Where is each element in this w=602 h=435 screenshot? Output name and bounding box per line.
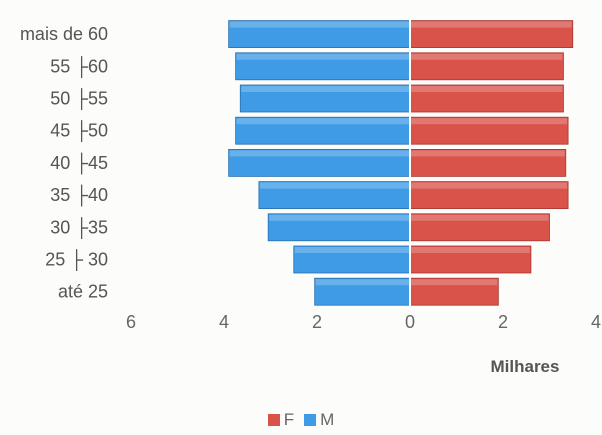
bar-f-highlight-0 (411, 21, 572, 28)
bar-f-5 (409, 181, 569, 210)
category-label: 45 ├50 (50, 120, 108, 143)
category-label: 35 ├40 (50, 184, 108, 207)
bar-m-highlight-1 (236, 53, 409, 60)
bar-f-highlight-4 (411, 150, 565, 157)
legend-swatch-f (267, 414, 280, 426)
bar-m-highlight-6 (269, 214, 409, 221)
bar-m-4 (228, 148, 411, 177)
x-axis-title: Milhares (491, 357, 560, 376)
bar-m-8 (314, 277, 411, 306)
legend-label-m: M (320, 410, 335, 429)
category-label: 25 ├ 30 (45, 249, 108, 272)
x-tick-label: 4 (591, 312, 601, 332)
legend-swatch-m (304, 414, 317, 426)
bar-f-highlight-7 (411, 247, 530, 253)
bars-group (228, 20, 574, 306)
bar-m-highlight-8 (315, 279, 409, 286)
x-axis-ticks: 6 4 2 0 2 4 (126, 312, 601, 332)
bar-m-0 (228, 20, 411, 49)
bar-m-highlight-0 (229, 21, 409, 28)
pyramid-chart: mais de 60 55 ├60 50 ├55 45 ├50 40 ├45 35 ├40… (19, 20, 602, 376)
bar-f-highlight-3 (411, 118, 568, 125)
legend-item-f: F (267, 410, 295, 430)
bar-m-3 (235, 116, 411, 145)
bar-f-highlight-1 (411, 53, 563, 60)
bar-f-highlight-8 (411, 279, 498, 286)
bar-m-highlight-4 (229, 150, 409, 157)
bar-f-highlight-5 (411, 182, 568, 189)
bar-f-highlight-2 (411, 86, 563, 92)
category-label: 40 ├45 (50, 152, 108, 175)
bar-m-1 (235, 52, 411, 81)
bar-m-highlight-2 (241, 86, 409, 92)
x-tick-label: 2 (498, 312, 508, 332)
x-tick-label: 2 (312, 312, 322, 332)
category-label: 50 ├55 (50, 88, 108, 111)
bar-f-6 (409, 213, 550, 242)
category-labels: mais de 60 55 ├60 50 ├55 45 ├50 40 ├45 35 ├40… (20, 24, 108, 302)
bar-m-highlight-5 (259, 182, 409, 189)
legend-label-f: F (283, 410, 295, 429)
legend: F M (0, 410, 602, 430)
bar-m-6 (267, 213, 411, 242)
category-label: mais de 60 (20, 24, 108, 44)
legend-item-m: M (304, 410, 334, 430)
bar-f-4 (409, 148, 567, 177)
category-label: 55 ├60 (50, 55, 108, 78)
category-label: até 25 (58, 282, 108, 302)
bar-f-1 (409, 52, 564, 81)
x-tick-label: 6 (126, 312, 136, 332)
bar-f-highlight-6 (411, 214, 549, 221)
x-tick-label: 0 (405, 312, 415, 332)
bar-m-2 (239, 84, 411, 113)
bar-m-highlight-3 (236, 118, 409, 125)
bar-f-0 (409, 20, 574, 49)
x-tick-label: 4 (219, 312, 229, 332)
bar-m-highlight-7 (294, 247, 409, 253)
category-label: 30 ├35 (50, 216, 108, 239)
